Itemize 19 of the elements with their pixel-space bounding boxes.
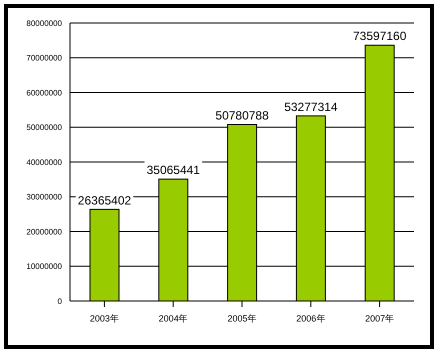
y-tick-label: 10000000 <box>26 262 63 272</box>
data-label: 26365402 <box>78 193 132 208</box>
data-label: 53277314 <box>284 100 338 114</box>
data-label: 50780788 <box>215 108 270 123</box>
x-tick-label: 2004年 <box>158 313 188 324</box>
y-tick-label: 70000000 <box>26 54 63 63</box>
x-tick-label: 2006年 <box>296 313 326 324</box>
x-tick-label: 2007年 <box>365 313 394 324</box>
y-tick-label: 0 <box>58 296 63 306</box>
data-label: 35065441 <box>146 163 200 178</box>
y-tick-label: 40000000 <box>26 158 63 167</box>
y-tick-label: 60000000 <box>26 88 63 98</box>
y-tick-label: 20000000 <box>26 227 63 236</box>
y-tick-label: 80000000 <box>26 18 63 28</box>
x-tick-label: 2003年 <box>90 313 119 324</box>
y-tick-label: 50000000 <box>26 123 63 132</box>
data-label: 73597160 <box>353 29 407 44</box>
x-tick-label: 2005年 <box>227 313 257 324</box>
y-tick-label: 30000000 <box>26 192 63 202</box>
